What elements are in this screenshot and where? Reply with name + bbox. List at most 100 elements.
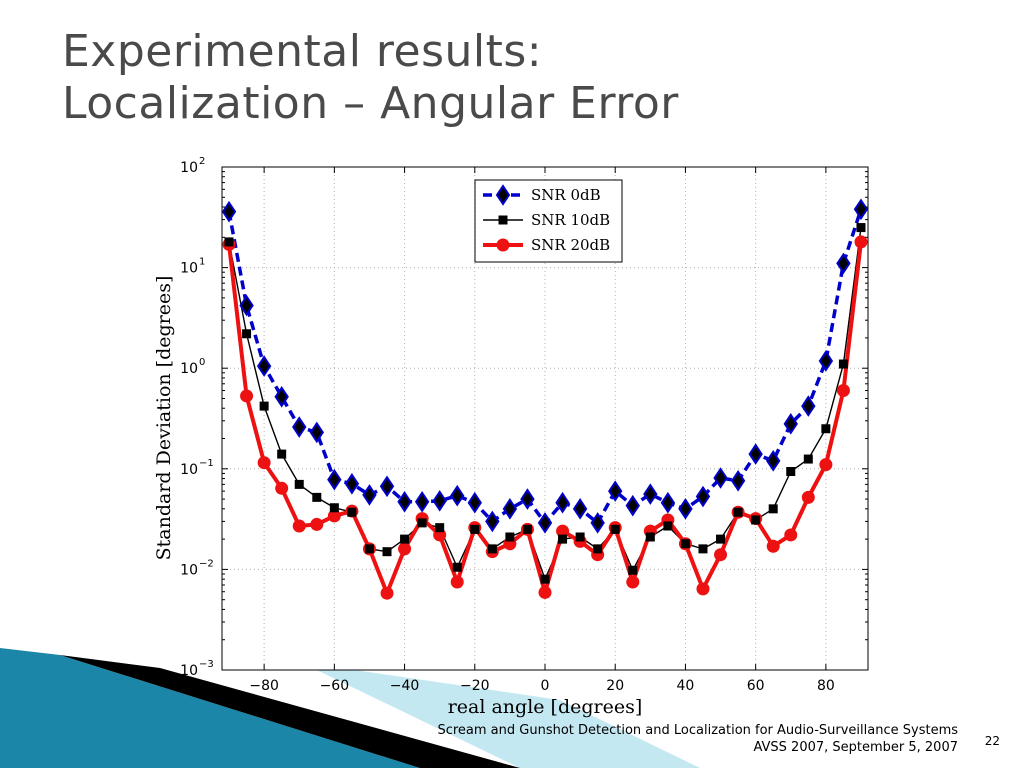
- series-0-point-34: [818, 350, 834, 372]
- series-0-point-33: [801, 395, 816, 417]
- series-1-point-2: [259, 401, 269, 411]
- x-tick-label-2: −40: [390, 678, 420, 694]
- legend: SNR 0dB SNR 10dB SNR 20dB: [474, 179, 623, 263]
- series-0-point-22: [608, 480, 623, 502]
- series-0-point-6: [327, 468, 342, 491]
- corner-decoration: [0, 648, 700, 768]
- series-1-point-3: [277, 449, 287, 459]
- series-2-point-1: [240, 389, 254, 403]
- series-0-point-14: [467, 491, 482, 514]
- slide-title-line-2: Localization – Angular Error: [62, 78, 679, 129]
- deco-black-band: [60, 655, 520, 768]
- series-2-point-2: [257, 456, 271, 470]
- series-0-point-12: [432, 490, 447, 512]
- series-markers-1: [224, 223, 866, 584]
- series-0-point-3: [274, 385, 289, 408]
- series-2-point-36: [854, 235, 868, 249]
- footer-line-2: AVSS 2007, September 5, 2007: [753, 740, 958, 755]
- series-1-point-1: [242, 329, 252, 339]
- series-1-point-24: [645, 532, 655, 542]
- legend-label-0: SNR 0dB: [531, 186, 601, 204]
- y-tick-label-3: 10 0: [180, 357, 205, 377]
- series-2-point-31: [766, 539, 780, 553]
- x-tick-label-1: −60: [320, 678, 350, 694]
- series-2-point-3: [275, 481, 289, 495]
- y-tick-label-exp-5: 2: [199, 156, 205, 167]
- series-0-point-20: [572, 498, 588, 520]
- series-1-point-29: [733, 507, 743, 517]
- series-1-point-8: [364, 544, 374, 554]
- series-0-point-28: [713, 467, 728, 489]
- series-0-point-26: [678, 498, 693, 520]
- y-tick-label-exp-1: −2: [199, 558, 214, 569]
- x-tick-labels: −80 −60 −40 −20 0 20 40 60 80: [249, 678, 834, 694]
- series-markers-0: [221, 198, 869, 534]
- series-2-point-28: [714, 548, 728, 562]
- series-0-point-13: [450, 484, 465, 507]
- x-tick-label-5: 20: [606, 678, 624, 694]
- legend-marker-2: [496, 238, 510, 252]
- series-2-point-23: [626, 575, 640, 589]
- series-2-point-33: [801, 490, 815, 504]
- series-0-point-4: [292, 416, 307, 438]
- series-0-point-21: [590, 512, 605, 534]
- series-0-point-0: [221, 200, 237, 223]
- y-tick-label-exp-2: −1: [199, 458, 214, 469]
- series-0-point-23: [625, 494, 640, 517]
- series-1-point-19: [558, 534, 568, 544]
- series-1-point-30: [751, 515, 761, 525]
- series-1-point-5: [312, 492, 322, 502]
- series-0-point-32: [783, 413, 798, 435]
- y-tick-label-1: 10 −2: [180, 558, 214, 578]
- series-0-point-1: [239, 294, 254, 317]
- series-0-point-27: [695, 485, 711, 508]
- series-2-point-32: [784, 528, 798, 542]
- series-2-point-27: [696, 582, 710, 596]
- series-1-point-27: [698, 544, 708, 554]
- y-tick-label-base-4: 10: [180, 261, 198, 277]
- series-0-point-29: [730, 469, 746, 492]
- series-1-point-20: [575, 532, 585, 542]
- series-1-point-14: [470, 524, 480, 534]
- series-0-point-5: [309, 421, 324, 444]
- series-0-point-31: [766, 450, 781, 472]
- legend-marker-0: [495, 184, 511, 206]
- x-tick-label-7: 60: [747, 678, 765, 694]
- x-tick-label-0: −80: [249, 678, 279, 694]
- y-tick-label-exp-3: 0: [199, 357, 205, 368]
- series-0-point-18: [537, 512, 553, 534]
- series-2-point-10: [398, 542, 412, 556]
- series-2-point-35: [836, 384, 850, 398]
- series-2-point-34: [819, 458, 833, 472]
- series-1-point-33: [803, 454, 813, 464]
- y-tick-label-4: 10 1: [180, 257, 205, 277]
- series-0-point-25: [660, 491, 676, 514]
- deco-light-swoosh: [300, 662, 700, 768]
- x-axis-label: real angle [degrees]: [448, 696, 643, 718]
- series-0-point-8: [362, 484, 377, 506]
- page-number: 22: [984, 734, 1000, 748]
- x-tick-label-4: 0: [541, 678, 550, 694]
- series-1-point-10: [400, 534, 410, 544]
- y-tick-label-base-0: 10: [180, 663, 198, 679]
- series-markers: [221, 198, 869, 600]
- y-tick-label-base-2: 10: [180, 462, 198, 478]
- x-tick-label-6: 40: [677, 678, 695, 694]
- series-0-point-35: [836, 252, 851, 275]
- series-2-point-5: [310, 517, 324, 531]
- legend-label-1: SNR 10dB: [531, 211, 610, 229]
- series-0-point-2: [256, 355, 272, 377]
- series-1-point-7: [347, 507, 357, 517]
- series-2-point-4: [292, 519, 306, 533]
- series-1-point-28: [716, 534, 726, 544]
- series-1-point-9: [382, 547, 392, 557]
- series-1-point-31: [768, 504, 778, 514]
- slide-title: Experimental results: Localization – Ang…: [62, 26, 679, 130]
- series-2-point-13: [450, 575, 464, 589]
- series-1-point-34: [821, 424, 831, 434]
- series-0-point-9: [379, 475, 395, 498]
- series-2-point-9: [380, 586, 394, 600]
- y-tick-label-exp-4: 1: [199, 257, 205, 268]
- y-tick-label-base-1: 10: [180, 562, 198, 578]
